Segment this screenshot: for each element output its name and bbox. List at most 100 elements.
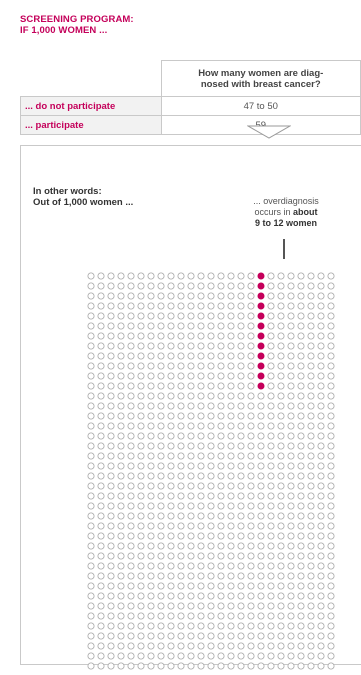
woman-dot (107, 382, 115, 390)
woman-dot (197, 322, 205, 330)
woman-dot (97, 462, 105, 470)
woman-dot (147, 472, 155, 480)
woman-dot (87, 612, 95, 620)
woman-dot (277, 492, 285, 500)
woman-dot (127, 302, 135, 310)
woman-dot (157, 412, 165, 420)
woman-dot (197, 602, 205, 610)
woman-dot (207, 592, 215, 600)
woman-dot (187, 452, 195, 460)
woman-dot (117, 402, 125, 410)
woman-dot (257, 562, 265, 570)
woman-dot (167, 472, 175, 480)
woman-dot (307, 452, 315, 460)
woman-dot (317, 592, 325, 600)
woman-dot (177, 522, 185, 530)
woman-dot (197, 452, 205, 460)
woman-dot (327, 282, 335, 290)
woman-dot (197, 662, 205, 670)
header-line-2: IF 1,000 WOMEN ... (20, 25, 108, 36)
woman-dot (257, 532, 265, 540)
woman-dot (207, 542, 215, 550)
woman-dot (137, 642, 145, 650)
woman-dot (177, 332, 185, 340)
woman-dot (157, 512, 165, 520)
woman-dot (297, 622, 305, 630)
woman-dot (317, 602, 325, 610)
woman-dot (157, 622, 165, 630)
woman-dot (317, 312, 325, 320)
woman-dot (227, 282, 235, 290)
woman-dot (147, 322, 155, 330)
woman-dot (147, 332, 155, 340)
woman-dot (157, 532, 165, 540)
woman-dot (177, 382, 185, 390)
woman-dot (277, 332, 285, 340)
woman-dot (127, 392, 135, 400)
woman-dot (177, 312, 185, 320)
woman-dot (147, 452, 155, 460)
woman-dot (227, 312, 235, 320)
woman-dot (247, 522, 255, 530)
woman-dot (107, 522, 115, 530)
woman-dot (217, 502, 225, 510)
woman-dot (197, 522, 205, 530)
woman-dot (107, 542, 115, 550)
woman-dot (237, 662, 245, 670)
woman-dot (287, 292, 295, 300)
woman-dot (217, 522, 225, 530)
woman-dot (217, 332, 225, 340)
woman-dot (87, 592, 95, 600)
woman-dot (257, 502, 265, 510)
woman-dot (247, 422, 255, 430)
woman-dot (137, 582, 145, 590)
overdiagnosed-woman-dot (257, 382, 265, 390)
woman-dot (327, 552, 335, 560)
woman-dot (117, 392, 125, 400)
woman-dot (107, 452, 115, 460)
woman-dot (227, 632, 235, 640)
woman-dot (137, 372, 145, 380)
woman-dot (317, 302, 325, 310)
woman-dot (237, 502, 245, 510)
woman-dot (237, 572, 245, 580)
woman-dot (277, 452, 285, 460)
woman-dot (197, 372, 205, 380)
woman-dot (297, 522, 305, 530)
woman-dot (307, 662, 315, 670)
woman-dot (107, 462, 115, 470)
woman-dot (187, 542, 195, 550)
woman-dot (297, 322, 305, 330)
woman-dot (197, 592, 205, 600)
woman-dot (97, 302, 105, 310)
woman-dot (247, 602, 255, 610)
woman-dot (107, 432, 115, 440)
woman-dot (97, 632, 105, 640)
woman-dot (127, 442, 135, 450)
woman-dot (207, 442, 215, 450)
note-line-2-bold: about (293, 207, 318, 217)
woman-dot (137, 662, 145, 670)
woman-dot (217, 342, 225, 350)
overdiagnosed-woman-dot (257, 312, 265, 320)
woman-dot (107, 602, 115, 610)
down-arrow-icon (247, 125, 291, 139)
woman-dot (167, 312, 175, 320)
woman-dot (327, 502, 335, 510)
woman-dot (157, 322, 165, 330)
woman-dot (297, 472, 305, 480)
woman-dot (287, 502, 295, 510)
woman-dot (227, 492, 235, 500)
woman-dot (227, 502, 235, 510)
woman-dot (227, 332, 235, 340)
woman-dot (267, 312, 275, 320)
woman-dot (177, 642, 185, 650)
woman-dot (97, 622, 105, 630)
woman-dot (217, 592, 225, 600)
woman-dot (117, 362, 125, 370)
woman-dot (297, 272, 305, 280)
woman-dot (157, 592, 165, 600)
woman-dot (147, 662, 155, 670)
woman-dot (247, 662, 255, 670)
woman-dot (307, 582, 315, 590)
